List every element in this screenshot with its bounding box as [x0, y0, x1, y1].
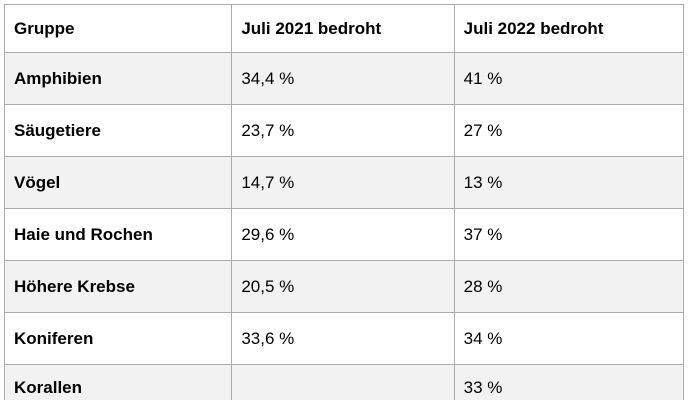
row-label: Amphibien — [3, 52, 233, 105]
value-2022: 41 % — [453, 52, 685, 105]
table-row-saeugetiere: Säugetiere 23,7 % 27 % — [3, 104, 685, 157]
species-threat-table: Gruppe Juli 2021 bedroht Juli 2022 bedro… — [3, 4, 685, 400]
value-2021-empty — [231, 364, 455, 400]
value-2022: 37 % — [453, 208, 685, 261]
value-2022: 13 % — [453, 156, 685, 209]
table-row-haie-und-rochen: Haie und Rochen 29,6 % 37 % — [3, 208, 685, 261]
value-2021: 33,6 % — [231, 312, 455, 365]
value-2021: 20,5 % — [231, 260, 455, 313]
row-label: Haie und Rochen — [3, 208, 233, 261]
row-label: Höhere Krebse — [3, 260, 233, 313]
header-cell-juli-2021: Juli 2021 bedroht — [231, 4, 455, 53]
table-row-korallen: Korallen 33 % — [3, 364, 685, 400]
header-cell-gruppe: Gruppe — [3, 4, 233, 53]
row-label: Korallen — [3, 364, 233, 400]
value-2021: 23,7 % — [231, 104, 455, 157]
value-2022: 33 % — [453, 364, 685, 400]
table-row-voegel: Vögel 14,7 % 13 % — [3, 156, 685, 209]
table-row-hoehere-krebse: Höhere Krebse 20,5 % 28 % — [3, 260, 685, 313]
table-header-row: Gruppe Juli 2021 bedroht Juli 2022 bedro… — [3, 4, 685, 53]
value-2021: 34,4 % — [231, 52, 455, 105]
value-2022: 27 % — [453, 104, 685, 157]
value-2022: 34 % — [453, 312, 685, 365]
header-cell-juli-2022: Juli 2022 bedroht — [453, 4, 685, 53]
row-label: Vögel — [3, 156, 233, 209]
table-row-amphibien: Amphibien 34,4 % 41 % — [3, 52, 685, 105]
row-label: Säugetiere — [3, 104, 233, 157]
table-row-koniferen: Koniferen 33,6 % 34 % — [3, 312, 685, 365]
value-2022: 28 % — [453, 260, 685, 313]
value-2021: 14,7 % — [231, 156, 455, 209]
row-label: Koniferen — [3, 312, 233, 365]
value-2021: 29,6 % — [231, 208, 455, 261]
